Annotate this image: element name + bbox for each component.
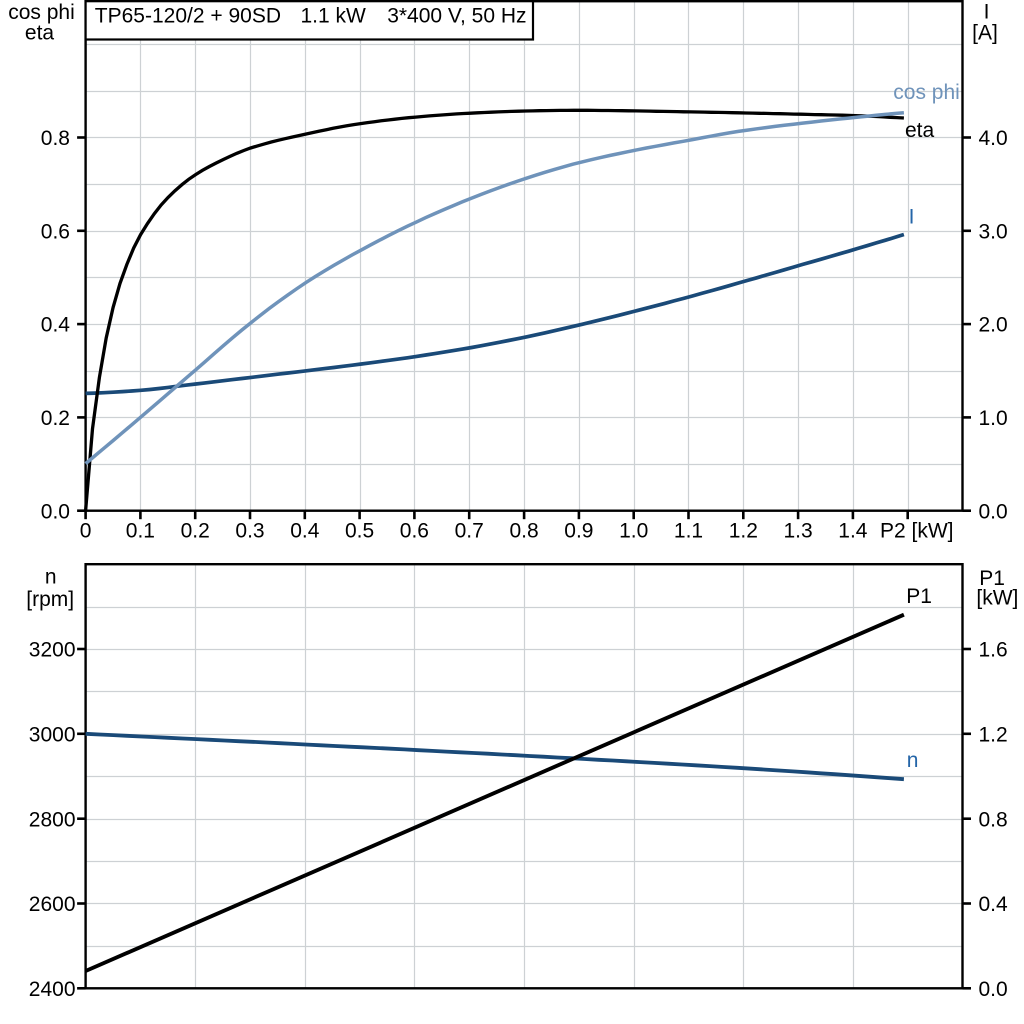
svg-text:3*400 V, 50 Hz: 3*400 V, 50 Hz — [387, 4, 526, 27]
svg-text:2.0: 2.0 — [979, 314, 1008, 337]
svg-text:I: I — [984, 0, 990, 23]
svg-text:4.0: 4.0 — [979, 127, 1008, 150]
svg-text:1.6: 1.6 — [979, 639, 1008, 662]
svg-text:3.0: 3.0 — [979, 220, 1008, 243]
svg-text:1.1: 1.1 — [674, 520, 703, 543]
svg-text:P1: P1 — [906, 585, 932, 608]
svg-text:1.0: 1.0 — [619, 520, 648, 543]
svg-text:1.1 kW: 1.1 kW — [301, 4, 367, 27]
svg-text:P2 [kW]: P2 [kW] — [880, 520, 954, 543]
svg-text:0.8: 0.8 — [41, 127, 70, 150]
svg-text:1.2: 1.2 — [729, 520, 758, 543]
svg-text:2800: 2800 — [29, 808, 76, 831]
svg-text:0.1: 0.1 — [126, 520, 155, 543]
svg-text:n: n — [45, 566, 57, 589]
svg-text:1.0: 1.0 — [979, 407, 1008, 430]
svg-text:0.5: 0.5 — [345, 520, 374, 543]
svg-text:cos phi: cos phi — [8, 1, 75, 24]
svg-text:2400: 2400 — [29, 978, 76, 1001]
svg-text:0.6: 0.6 — [400, 520, 429, 543]
svg-text:I: I — [909, 206, 915, 229]
svg-text:TP65-120/2 + 90SD: TP65-120/2 + 90SD — [95, 4, 281, 27]
svg-text:3000: 3000 — [29, 723, 76, 746]
svg-text:0.4: 0.4 — [979, 893, 1009, 916]
svg-text:P1: P1 — [979, 567, 1005, 590]
svg-text:1.2: 1.2 — [979, 723, 1008, 746]
svg-text:0: 0 — [80, 520, 92, 543]
svg-text:0.2: 0.2 — [41, 407, 70, 430]
svg-text:0.0: 0.0 — [41, 500, 70, 523]
svg-text:[A]: [A] — [972, 22, 998, 45]
svg-text:0.8: 0.8 — [509, 520, 538, 543]
svg-text:[kW]: [kW] — [976, 587, 1018, 610]
svg-text:0.8: 0.8 — [979, 808, 1008, 831]
svg-text:0.3: 0.3 — [235, 520, 264, 543]
svg-text:1.3: 1.3 — [783, 520, 812, 543]
svg-text:n: n — [907, 749, 919, 772]
svg-text:0.0: 0.0 — [979, 978, 1008, 1001]
svg-text:0.9: 0.9 — [564, 520, 593, 543]
svg-text:cos phi: cos phi — [893, 81, 960, 104]
svg-text:3200: 3200 — [29, 639, 76, 662]
svg-text:eta: eta — [25, 22, 55, 45]
svg-text:0.2: 0.2 — [181, 520, 210, 543]
svg-text:0.6: 0.6 — [41, 220, 70, 243]
svg-text:0.4: 0.4 — [290, 520, 320, 543]
svg-text:1.4: 1.4 — [838, 520, 868, 543]
svg-text:[rpm]: [rpm] — [26, 588, 74, 611]
svg-text:0.4: 0.4 — [41, 314, 71, 337]
svg-text:0.0: 0.0 — [979, 500, 1008, 523]
svg-text:2600: 2600 — [29, 893, 76, 916]
svg-text:eta: eta — [905, 119, 935, 142]
svg-text:0.7: 0.7 — [455, 520, 484, 543]
